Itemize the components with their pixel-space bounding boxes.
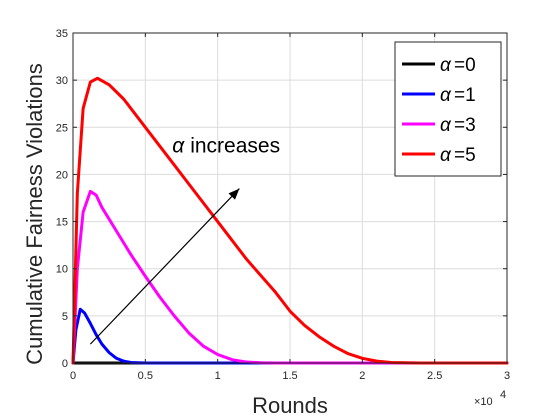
y-tick-label-0: 0	[62, 358, 68, 370]
legend-label-3: =5	[454, 145, 476, 166]
annotation-arrow-line	[89, 188, 240, 345]
x-tick-label-6: 3	[504, 370, 510, 382]
legend-alpha-1: α	[440, 85, 452, 106]
x-tick-label-2: 1	[215, 370, 221, 382]
annotation-arrow-head	[228, 188, 240, 200]
x-exponent-base: ×10	[474, 396, 493, 408]
x-axis-exponent: ×10 4	[474, 389, 506, 408]
y-tick-label-7: 35	[56, 28, 68, 40]
y-tick-label-4: 20	[56, 169, 68, 181]
y-axis-title: Cumulative Fairness Violations	[22, 63, 47, 365]
x-exponent-power: 4	[500, 389, 506, 401]
legend-alpha-0: α	[440, 55, 452, 76]
annotation-text: increases	[190, 135, 280, 158]
legend-label-1: =1	[454, 85, 476, 106]
annotation: α increases	[89, 135, 280, 345]
x-axis-title: Rounds	[252, 393, 328, 418]
annotation-alpha: α	[172, 135, 185, 158]
y-tick-label-1: 5	[62, 311, 68, 323]
legend-label-0: =0	[454, 55, 476, 76]
y-tick-label-6: 30	[56, 75, 68, 87]
legend-alpha-3: α	[440, 145, 452, 166]
x-tick-label-3: 1.5	[282, 370, 297, 382]
x-tick-label-1: 0.5	[138, 370, 153, 382]
legend-alpha-2: α	[440, 115, 452, 136]
series-line-3	[71, 76, 509, 365]
legend: α =0α =1α =3α =5	[394, 41, 502, 177]
y-tick-label-3: 15	[56, 217, 68, 229]
x-tick-label-0: 0	[70, 370, 76, 382]
x-tick-label-5: 2.5	[427, 370, 442, 382]
y-tick-label-5: 25	[56, 122, 68, 134]
x-tick-label-4: 2	[359, 370, 365, 382]
legend-label-2: =3	[454, 115, 476, 136]
series-line-2	[71, 189, 509, 365]
y-tick-label-2: 10	[56, 264, 68, 276]
